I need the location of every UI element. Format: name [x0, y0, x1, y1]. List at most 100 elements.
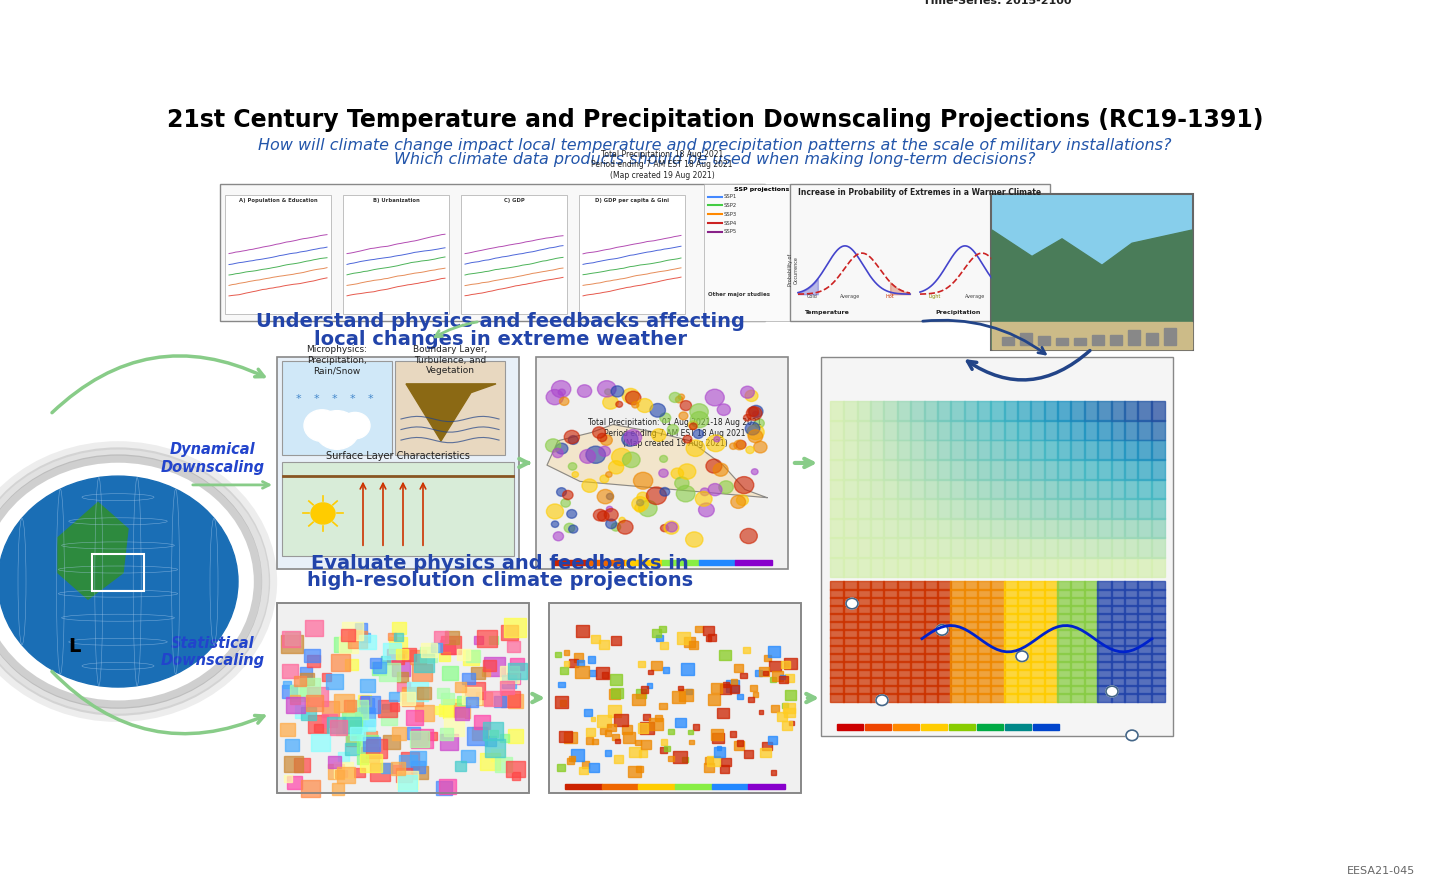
- Bar: [613, 713, 628, 726]
- Bar: [285, 632, 300, 645]
- Bar: [1004, 401, 1018, 421]
- Bar: [964, 669, 978, 678]
- Circle shape: [572, 472, 579, 478]
- Bar: [429, 732, 438, 740]
- Text: B) Urbanization: B) Urbanization: [373, 199, 419, 203]
- Circle shape: [582, 479, 598, 493]
- Text: SSP1: SSP1: [724, 194, 738, 200]
- Circle shape: [562, 490, 573, 500]
- Bar: [1044, 605, 1058, 614]
- Bar: [857, 420, 871, 441]
- Bar: [675, 719, 685, 728]
- Bar: [712, 733, 724, 743]
- Circle shape: [745, 390, 758, 402]
- Bar: [1137, 629, 1151, 638]
- Bar: [897, 645, 911, 653]
- Bar: [1124, 621, 1138, 630]
- Bar: [416, 687, 430, 699]
- Bar: [1137, 637, 1151, 645]
- Bar: [884, 645, 898, 653]
- Bar: [1038, 336, 1050, 345]
- Circle shape: [706, 435, 725, 452]
- Bar: [857, 605, 871, 614]
- Bar: [1084, 693, 1098, 702]
- Bar: [1057, 597, 1071, 606]
- Bar: [579, 766, 588, 774]
- Bar: [991, 685, 1005, 694]
- Circle shape: [633, 472, 652, 489]
- Bar: [463, 650, 479, 665]
- Bar: [1151, 637, 1165, 645]
- Bar: [1004, 557, 1018, 577]
- FancyArrowPatch shape: [968, 351, 1090, 380]
- Bar: [784, 703, 795, 713]
- Bar: [1031, 685, 1045, 694]
- Bar: [483, 721, 503, 739]
- Bar: [1017, 669, 1031, 678]
- Bar: [1097, 581, 1111, 590]
- Bar: [1124, 685, 1138, 694]
- Bar: [844, 401, 858, 421]
- Bar: [909, 693, 925, 702]
- Circle shape: [598, 511, 609, 521]
- Bar: [1074, 338, 1085, 345]
- Bar: [704, 764, 714, 773]
- Circle shape: [632, 402, 639, 408]
- Bar: [1017, 581, 1031, 590]
- Bar: [1004, 637, 1018, 645]
- Bar: [857, 629, 871, 638]
- Bar: [991, 420, 1005, 441]
- Bar: [829, 517, 844, 538]
- Bar: [951, 629, 965, 638]
- Bar: [440, 728, 453, 740]
- Bar: [402, 689, 415, 700]
- Bar: [921, 724, 947, 730]
- Circle shape: [718, 404, 731, 415]
- Bar: [909, 401, 925, 421]
- Circle shape: [668, 425, 679, 434]
- Bar: [661, 642, 668, 649]
- Bar: [1044, 401, 1058, 421]
- Bar: [857, 645, 871, 653]
- Bar: [1111, 401, 1125, 421]
- Bar: [1097, 637, 1111, 645]
- FancyBboxPatch shape: [460, 195, 568, 313]
- Circle shape: [552, 381, 571, 397]
- Bar: [662, 668, 669, 674]
- Bar: [302, 707, 316, 720]
- Bar: [924, 637, 938, 645]
- Bar: [924, 629, 938, 638]
- Bar: [977, 459, 991, 479]
- Bar: [290, 684, 309, 701]
- Circle shape: [605, 389, 612, 395]
- Circle shape: [611, 386, 623, 397]
- Bar: [951, 677, 965, 686]
- FancyBboxPatch shape: [829, 364, 1165, 729]
- Bar: [951, 597, 965, 606]
- Bar: [342, 629, 355, 641]
- Bar: [735, 560, 772, 565]
- Bar: [1124, 597, 1138, 606]
- Circle shape: [636, 398, 652, 412]
- Bar: [662, 560, 699, 565]
- Circle shape: [736, 441, 746, 449]
- Bar: [1044, 653, 1058, 662]
- Bar: [924, 420, 938, 441]
- Bar: [358, 735, 378, 752]
- Bar: [453, 703, 470, 718]
- Bar: [1151, 498, 1165, 518]
- Bar: [829, 637, 844, 645]
- Bar: [869, 693, 884, 702]
- Bar: [924, 479, 938, 499]
- Bar: [1145, 333, 1158, 345]
- Bar: [415, 654, 435, 672]
- Bar: [1137, 621, 1151, 630]
- Bar: [964, 420, 978, 441]
- Bar: [686, 689, 692, 694]
- Circle shape: [744, 414, 751, 421]
- FancyArrowPatch shape: [532, 694, 541, 702]
- Circle shape: [636, 500, 644, 506]
- Bar: [1111, 669, 1125, 678]
- Bar: [622, 725, 632, 734]
- Bar: [937, 420, 951, 441]
